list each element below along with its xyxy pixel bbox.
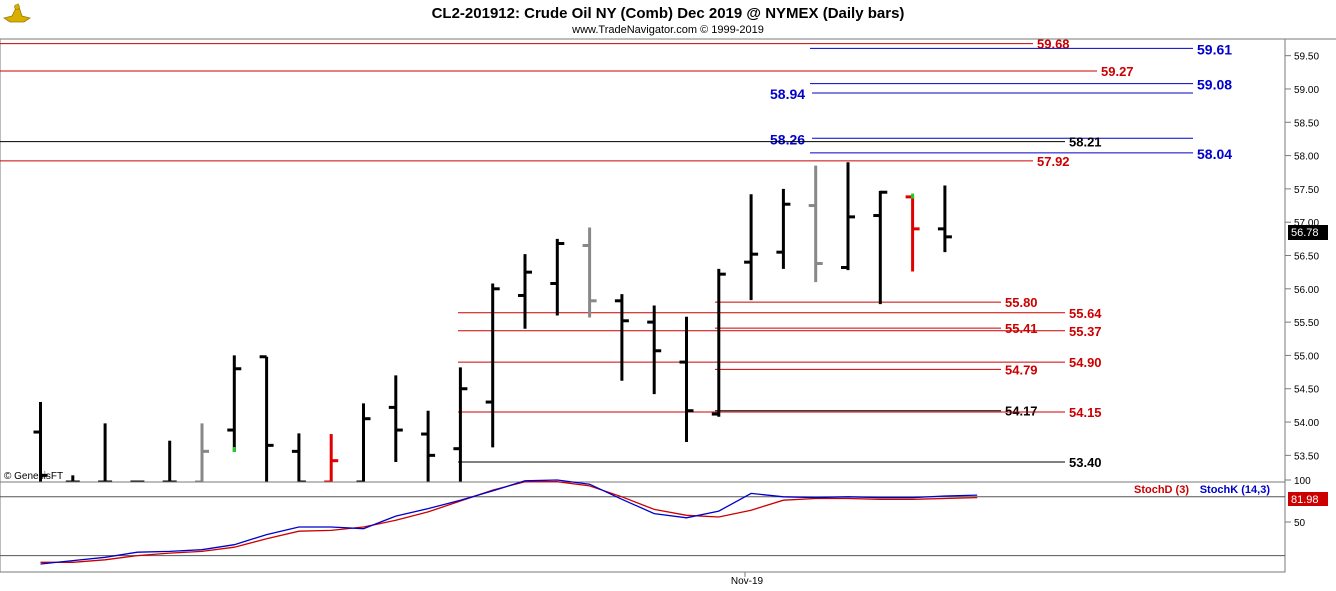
- price-tick-label-7: 57.00: [1294, 218, 1319, 229]
- price-bar-7: [259, 355, 274, 482]
- price-bar-19: [647, 305, 662, 395]
- price-bar-28: [937, 185, 952, 253]
- price-bar-6: [227, 355, 242, 453]
- stoch-series-1: [40, 479, 978, 565]
- level-lines: 59.68 59.61 59.27 59.08 58.94 58.26 58.21 58.04…: [0, 37, 1232, 470]
- stoch-last-box: [1288, 492, 1328, 506]
- level-label-17: 53.40: [1069, 455, 1102, 470]
- price-bars: [33, 162, 952, 484]
- price-bar-27: [905, 193, 920, 272]
- level-label-15: 54.17: [1005, 404, 1038, 419]
- level-label-6: 58.21: [1069, 135, 1102, 150]
- price-bar-23: [776, 188, 791, 269]
- price-bar-17: [582, 227, 597, 318]
- price-tick-label-4: 55.50: [1294, 318, 1319, 329]
- level-label-3: 59.08: [1197, 77, 1232, 93]
- level-label-1: 59.61: [1197, 41, 1232, 57]
- level-label-10: 55.64: [1069, 306, 1102, 321]
- price-axis: 53.50 54.00 54.50 55.00 55.50 56.00 56.50 57.00…: [1285, 52, 1319, 462]
- level-label-9: 55.80: [1005, 295, 1038, 310]
- level-label-14: 54.79: [1005, 362, 1038, 377]
- price-bar-13: [453, 367, 468, 482]
- price-tick-label-8: 57.50: [1294, 185, 1319, 196]
- price-tick-label-1: 54.00: [1294, 418, 1319, 429]
- level-label-2: 59.27: [1101, 64, 1134, 79]
- price-bar-26: [873, 190, 888, 305]
- price-bar-11: [388, 375, 403, 463]
- stochastic-lines: [40, 479, 978, 565]
- level-label-11: 55.41: [1005, 321, 1038, 336]
- price-tick-label-9: 58.00: [1294, 152, 1319, 163]
- price-bar-16: [550, 238, 565, 316]
- level-label-0: 59.68: [1037, 37, 1070, 52]
- price-tick-label-2: 54.50: [1294, 385, 1319, 396]
- watermark: © GenesisFT: [4, 471, 63, 482]
- legend-stochd: StochD (3): [1134, 484, 1189, 496]
- stoch-tick-label-1: 100: [1294, 476, 1311, 487]
- price-panel: [0, 38, 1286, 483]
- price-tick-label-12: 59.50: [1294, 52, 1319, 63]
- price-tick-label-0: 53.50: [1294, 451, 1319, 462]
- level-label-13: 54.90: [1069, 355, 1102, 370]
- logo-icon: [3, 2, 31, 23]
- last-price-box: [1288, 225, 1328, 240]
- stoch-last-label: 81.98: [1291, 494, 1319, 506]
- stoch-tick-label-0: 50: [1294, 518, 1306, 529]
- chart-subtitle: www.TradeNavigator.com © 1999-2019: [571, 24, 764, 36]
- price-tick-label-11: 59.00: [1294, 85, 1319, 96]
- price-tick-label-5: 56.00: [1294, 285, 1319, 296]
- chart-title: CL2-201912: Crude Oil NY (Comb) Dec 2019…: [432, 5, 905, 22]
- level-label-4: 58.94: [770, 86, 805, 102]
- price-bar-25: [841, 162, 855, 271]
- price-bar-12: [421, 410, 436, 482]
- level-label-8: 57.92: [1037, 154, 1070, 169]
- price-tick-label-6: 56.50: [1294, 252, 1319, 263]
- price-bar-18: [614, 294, 629, 381]
- time-axis-label: Nov-19: [731, 576, 764, 587]
- level-label-12: 55.37: [1069, 324, 1102, 339]
- price-tick-label-10: 58.50: [1294, 118, 1319, 129]
- legend-stochk: StochK (14,3): [1200, 484, 1271, 496]
- price-bar-20: [679, 316, 694, 443]
- price-bar-24: [808, 165, 823, 283]
- level-label-5: 58.26: [770, 131, 805, 147]
- price-bar-0: [33, 402, 48, 482]
- price-bar-14: [485, 283, 500, 448]
- price-bar-21: [711, 268, 726, 417]
- level-label-16: 54.15: [1069, 405, 1102, 420]
- price-bar-15: [518, 254, 532, 329]
- price-bar-22: [744, 194, 759, 301]
- last-price-label: 56.78: [1291, 227, 1319, 239]
- stochastic-axis: 50 100: [0, 476, 1311, 557]
- stochastic-panel: [0, 481, 1286, 573]
- price-tick-label-3: 55.00: [1294, 351, 1319, 362]
- level-label-7: 58.04: [1197, 146, 1232, 162]
